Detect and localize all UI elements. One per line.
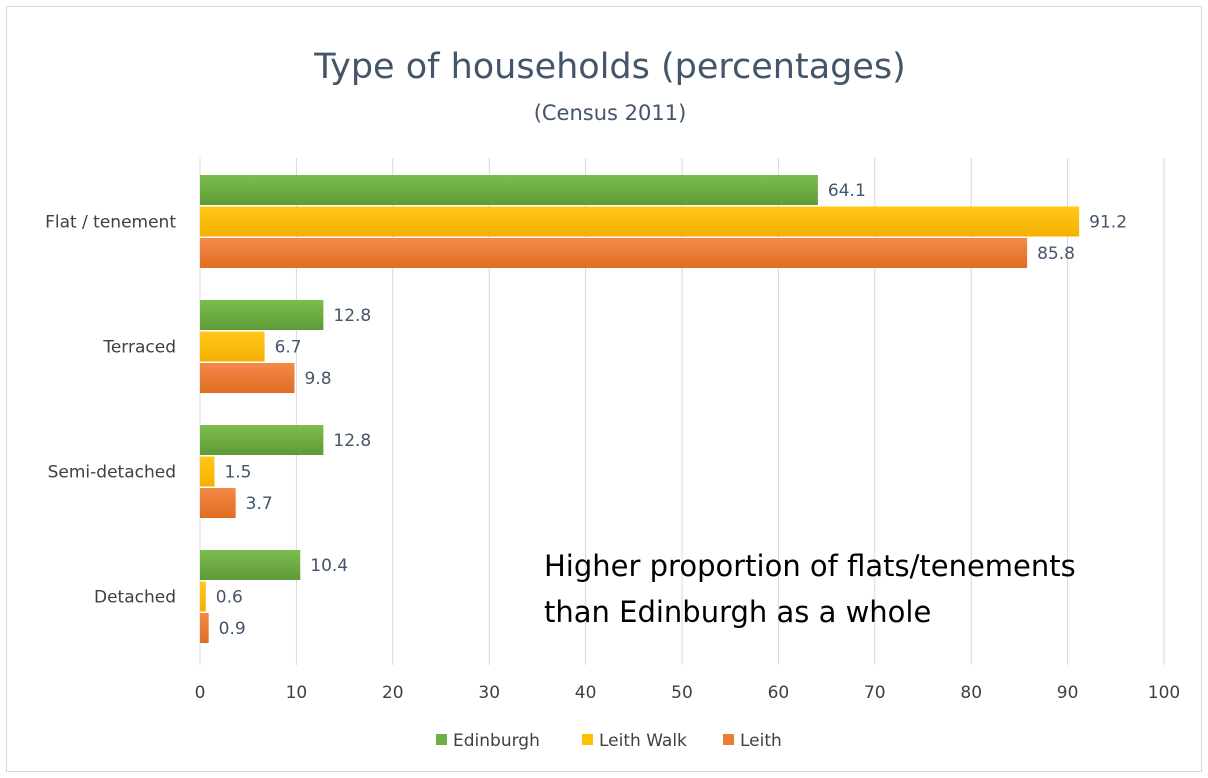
data-label: 0.6 (216, 588, 243, 608)
bar (200, 238, 1028, 268)
annotation-line-1: Higher proportion of flats/tenements (544, 549, 1076, 583)
data-label: 85.8 (1037, 244, 1075, 264)
legend-label: Edinburgh (453, 731, 540, 751)
bar (200, 206, 1080, 237)
x-tick-label: 90 (1057, 683, 1079, 703)
bar (200, 363, 295, 393)
category-label: Flat / tenement (45, 213, 176, 233)
x-tick-label: 80 (960, 683, 982, 703)
bar (200, 613, 209, 643)
legend-swatch (436, 734, 447, 745)
data-label: 12.8 (333, 306, 371, 326)
x-tick-label: 60 (768, 683, 790, 703)
category-labels: Flat / tenement Terraced Semi-detached Deta… (45, 213, 176, 608)
data-label: 91.2 (1089, 213, 1127, 233)
data-label: 6.7 (275, 338, 302, 358)
x-tick-label: 20 (382, 683, 404, 703)
annotation-line-2: than Edinburgh as a whole (544, 595, 931, 629)
x-tick-label: 50 (671, 683, 693, 703)
data-label: 9.8 (304, 369, 331, 389)
legend-label: Leith (740, 731, 782, 751)
x-tick-label: 30 (478, 683, 500, 703)
bar (200, 175, 818, 205)
legend-label: Leith Walk (599, 731, 687, 751)
category-label: Detached (94, 588, 176, 608)
bar (200, 425, 324, 455)
bar (200, 488, 236, 518)
data-labels: 64.1 12.8 12.8 10.4 91.2 6.7 1.5 0.6 85.8 9.8 3.7 0… (216, 181, 1127, 639)
data-label: 12.8 (333, 431, 371, 451)
bar (200, 550, 301, 580)
legend-swatch (723, 734, 734, 745)
data-label: 64.1 (828, 181, 866, 201)
x-tick-label: 70 (864, 683, 886, 703)
category-label: Semi-detached (48, 463, 176, 483)
legend: Edinburgh Leith Walk Leith (436, 731, 782, 751)
bar (200, 456, 215, 487)
x-tick-label: 0 (195, 683, 206, 703)
data-label: 3.7 (246, 494, 273, 514)
legend-swatch (582, 734, 593, 745)
chart-title: Type of households (percentages) (313, 47, 906, 87)
bar (200, 331, 265, 362)
category-label: Terraced (102, 338, 176, 358)
x-tick-label: 40 (575, 683, 597, 703)
bar (200, 581, 206, 612)
chart-subtitle: (Census 2011) (534, 101, 687, 125)
data-label: 0.9 (219, 619, 246, 639)
bar (200, 300, 324, 330)
bars (200, 175, 1080, 643)
data-label: 10.4 (310, 556, 348, 576)
x-axis-ticks: 0 10 20 30 40 50 60 70 80 90 100 (195, 683, 1181, 703)
x-tick-label: 10 (286, 683, 308, 703)
x-tick-label: 100 (1148, 683, 1180, 703)
data-label: 1.5 (224, 463, 251, 483)
